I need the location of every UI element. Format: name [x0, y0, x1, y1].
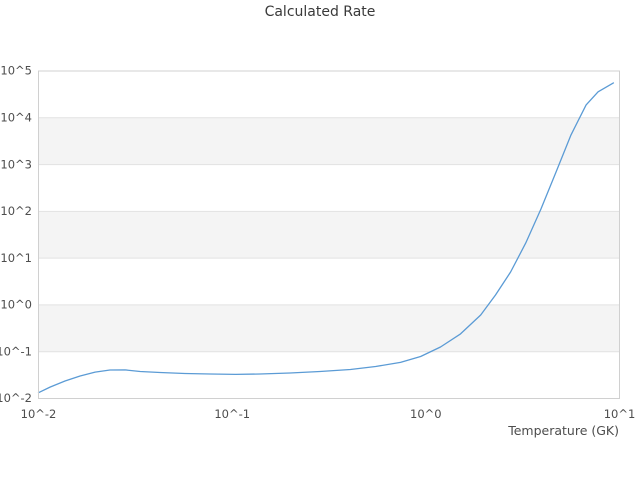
x-tick-label: 10^-1 [214, 407, 250, 421]
rate-curve [37, 82, 615, 394]
chart-title: Calculated Rate [265, 4, 376, 20]
y-tick-label: 10^-2 [0, 391, 32, 405]
y-tick-label: 10^0 [0, 298, 32, 312]
x-tick-label: 10^-2 [21, 407, 57, 421]
plot-border [38, 70, 620, 399]
y-tick-label: 10^3 [0, 157, 32, 171]
log-band [38, 211, 620, 259]
plot-geometry [37, 70, 620, 399]
x-axis-title: Temperature (GK) [507, 423, 619, 438]
log-band [38, 117, 620, 165]
log-band [38, 304, 620, 352]
y-tick-label: 10^1 [0, 251, 32, 265]
y-tick-label: 10^2 [0, 204, 32, 218]
y-tick-label: 10^5 [0, 64, 32, 78]
x-tick-label: 10^0 [410, 407, 442, 421]
x-tick-label: 10^1 [604, 407, 636, 421]
y-tick-label: 10^-1 [0, 344, 32, 358]
y-tick-label: 10^4 [0, 110, 32, 124]
